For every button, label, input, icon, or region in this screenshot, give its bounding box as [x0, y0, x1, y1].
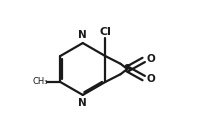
Text: N: N [78, 98, 86, 108]
Text: O: O [147, 74, 156, 84]
Text: Cl: Cl [99, 27, 111, 37]
Text: CH₃: CH₃ [33, 77, 48, 87]
Text: S: S [124, 64, 131, 74]
Text: O: O [147, 54, 156, 64]
Text: N: N [78, 30, 86, 40]
